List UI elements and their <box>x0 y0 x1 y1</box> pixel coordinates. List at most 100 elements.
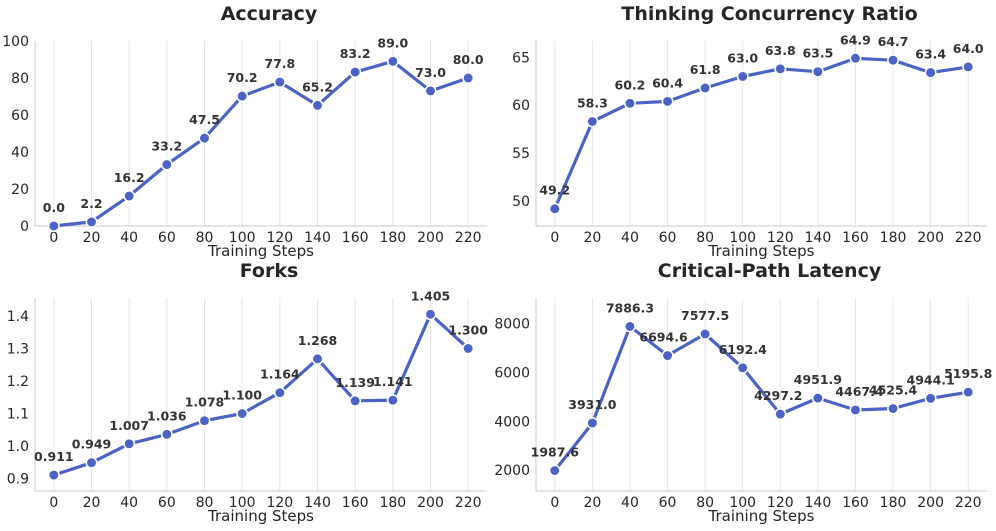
data-label: 1.405 <box>411 288 451 303</box>
x-tick-label: 180 <box>379 495 406 511</box>
data-label: 2.2 <box>80 196 102 211</box>
data-label: 1.300 <box>448 322 488 337</box>
data-point <box>236 407 249 420</box>
data-point <box>736 70 749 83</box>
data-point <box>273 386 286 399</box>
data-point <box>699 82 712 94</box>
x-tick-label: 80 <box>696 230 714 246</box>
x-tick-label: 0 <box>550 230 559 246</box>
data-label: 61.8 <box>690 62 721 77</box>
x-tick-label: 20 <box>83 230 101 246</box>
chart-title: Accuracy <box>221 3 318 25</box>
chart-title: Critical-Path Latency <box>658 260 882 282</box>
x-tick-label: 60 <box>158 495 176 511</box>
y-tick-label: 80 <box>11 71 29 87</box>
data-label: 49.2 <box>539 183 570 198</box>
data-label: 4951.9 <box>794 372 842 387</box>
data-point <box>386 394 399 407</box>
y-tick-label: 50 <box>512 194 530 210</box>
y-tick-label: 40 <box>11 145 29 161</box>
chart-panel-2: Thinking Concurrency Ratio 50 55 60 65 0 20 40 6… <box>512 3 987 260</box>
x-tick-label: 20 <box>583 230 601 246</box>
data-point <box>424 85 437 97</box>
x-tick-label: 120 <box>767 230 794 246</box>
y-tick-label: 20 <box>11 182 29 198</box>
data-label: 47.5 <box>189 112 220 127</box>
data-label: 33.2 <box>151 139 182 154</box>
x-tick-label: 120 <box>767 495 794 511</box>
data-label: 63.8 <box>765 43 796 58</box>
data-point <box>236 90 249 103</box>
x-tick-label: 40 <box>120 495 138 511</box>
data-point <box>548 464 561 477</box>
x-tick-label: 40 <box>621 230 639 246</box>
data-label: 5195.8 <box>944 366 992 381</box>
data-label: 63.4 <box>915 47 946 62</box>
data-label: 83.2 <box>340 46 371 61</box>
data-label: 16.2 <box>114 170 145 185</box>
y-tick-label: 4000 <box>494 414 530 430</box>
data-point <box>198 132 211 145</box>
data-label: 3931.0 <box>568 397 617 412</box>
data-label: 80.0 <box>453 52 484 67</box>
chart-panel-4: Critical-Path Latency 2000 4000 6000 8000 0 20… <box>494 260 992 525</box>
data-point <box>462 72 475 84</box>
data-point <box>47 469 60 482</box>
x-tick-label: 60 <box>158 230 176 246</box>
x-tick-label: 160 <box>342 495 369 511</box>
data-point <box>849 404 862 416</box>
x-tick-label: 20 <box>83 495 101 511</box>
y-tick-label: 2000 <box>494 463 530 479</box>
x-tick-label: 60 <box>659 230 677 246</box>
x-tick-label: 120 <box>266 495 293 511</box>
y-tick-label: 0.9 <box>7 472 29 488</box>
x-axis-label: Training Steps <box>207 242 314 260</box>
x-tick-label: 0 <box>49 495 58 511</box>
data-label: 1.139 <box>335 375 375 390</box>
data-point <box>962 60 975 73</box>
x-tick-label: 220 <box>455 495 482 511</box>
data-label: 77.8 <box>264 56 295 71</box>
x-tick-label: 220 <box>455 230 482 246</box>
y-tick-label: 1.1 <box>7 407 29 423</box>
data-point <box>85 215 98 228</box>
data-point <box>811 392 824 405</box>
y-tick-label: 60 <box>512 98 530 114</box>
data-label: 63.0 <box>727 50 758 65</box>
y-tick-label: 0 <box>20 219 29 235</box>
data-point <box>661 349 674 362</box>
data-label: 0.911 <box>34 449 74 464</box>
data-label: 64.9 <box>840 32 871 47</box>
data-point <box>160 158 173 171</box>
data-label: 70.2 <box>227 70 258 85</box>
data-label: 60.2 <box>615 77 646 92</box>
data-label: 6694.6 <box>639 330 688 345</box>
x-tick-label: 80 <box>196 230 214 246</box>
data-point <box>123 437 136 450</box>
data-point <box>962 386 975 399</box>
data-label: 1.268 <box>298 333 338 348</box>
data-label: 0.949 <box>72 437 112 452</box>
x-tick-label: 80 <box>696 495 714 511</box>
x-tick-label: 160 <box>842 230 869 246</box>
x-tick-label: 140 <box>805 495 832 511</box>
data-point <box>47 220 60 232</box>
data-label: 1.036 <box>147 408 187 423</box>
data-label: 64.0 <box>953 41 984 56</box>
data-label: 58.3 <box>577 96 608 111</box>
x-tick-label: 20 <box>583 495 601 511</box>
x-tick-label: 100 <box>229 495 256 511</box>
data-label: 7577.5 <box>681 308 729 323</box>
y-tick-label: 60 <box>11 108 29 124</box>
data-label: 1.078 <box>185 395 225 410</box>
y-tick-label: 100 <box>2 34 29 50</box>
x-tick-label: 180 <box>880 495 907 511</box>
y-tick-label: 1.0 <box>7 439 29 455</box>
data-point <box>123 190 136 202</box>
data-point <box>160 428 173 441</box>
x-tick-label: 200 <box>417 495 444 511</box>
x-tick-label: 40 <box>621 495 639 511</box>
x-axis-label: Training Steps <box>708 507 815 525</box>
y-tick-label: 6000 <box>494 366 530 382</box>
